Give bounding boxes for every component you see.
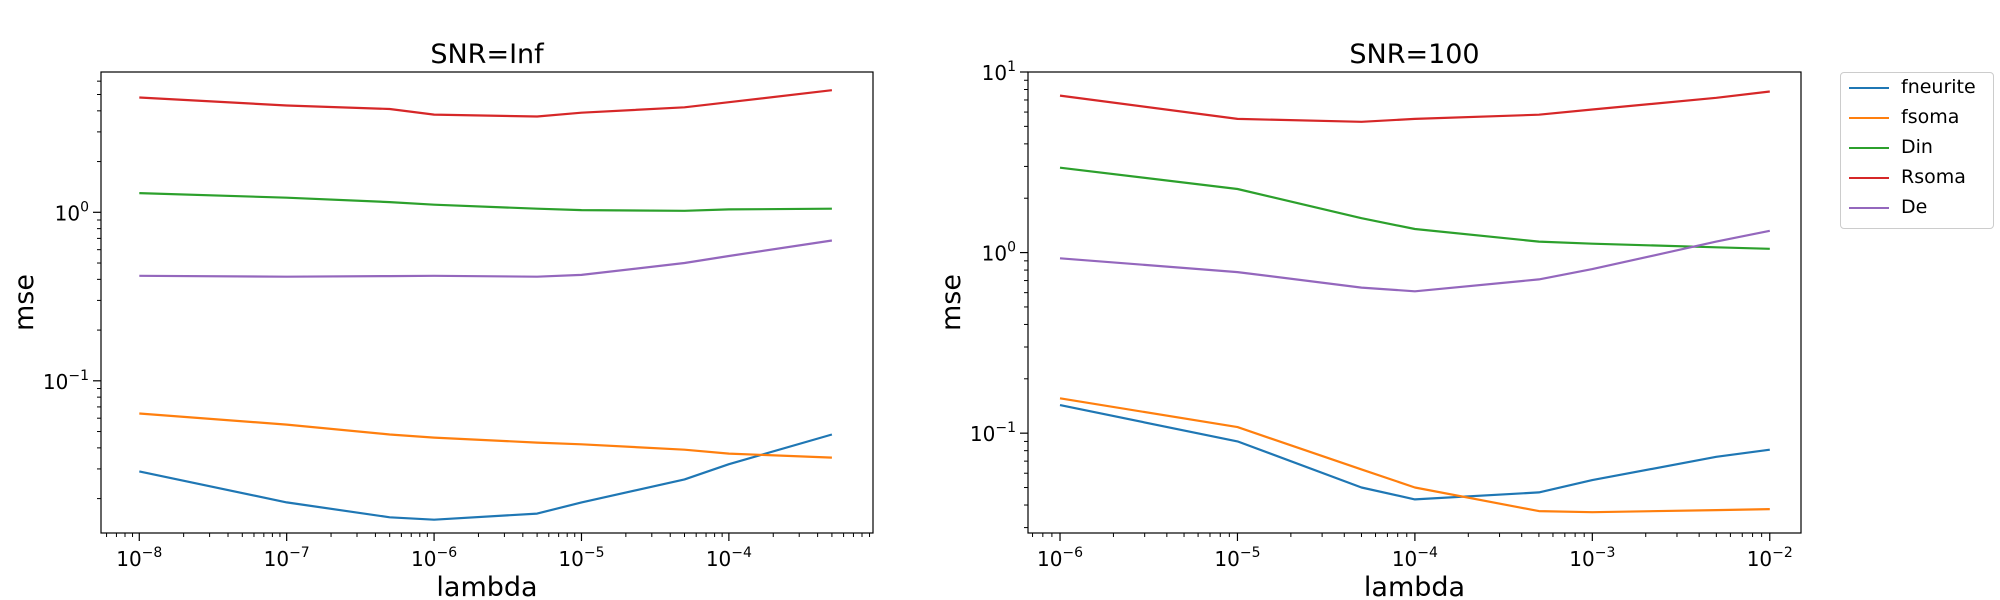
chart-title: SNR=100 xyxy=(1349,39,1479,70)
x-tick-label: 10−6 xyxy=(1037,545,1083,571)
legend-label-rsoma: Rsoma xyxy=(1901,166,1966,188)
y-tick-label: 100 xyxy=(982,240,1016,266)
x-tick-label: 10−3 xyxy=(1569,545,1615,571)
legend-item-de: De xyxy=(1841,193,1991,223)
series-line-din xyxy=(139,192,832,212)
x-tick-label: 10−4 xyxy=(706,545,752,571)
axes-frame xyxy=(1027,71,1802,534)
series-line-fneurite xyxy=(139,433,833,521)
axes-frame xyxy=(100,71,874,534)
series-line-rsoma xyxy=(139,89,833,118)
y-tick-label: 100 xyxy=(55,199,89,225)
panel-snr-100: 10−6 10−5 10−4 10−3 10−2 101 100 10−1 SNR=100 lam… xyxy=(936,39,1802,600)
x-tick-label: 10−4 xyxy=(1392,545,1438,571)
x-tick-label: 10−7 xyxy=(264,545,310,571)
x-tick-label: 10−5 xyxy=(558,545,604,571)
y-axis-label: mse xyxy=(936,274,967,331)
y-tick-label: 101 xyxy=(982,59,1016,85)
series-line-rsoma xyxy=(1059,90,1770,123)
legend-swatch-fsoma xyxy=(1849,117,1889,119)
legend-item-fsoma: fsoma xyxy=(1841,103,1991,133)
x-tick-label: 10−6 xyxy=(411,545,457,571)
legend-label-de: De xyxy=(1901,196,1928,218)
x-tick-label: 10−2 xyxy=(1747,545,1793,571)
series-line-fsoma xyxy=(1059,397,1770,514)
legend-swatch-de xyxy=(1849,207,1889,209)
legend: fneurite fsoma Din Rsoma De xyxy=(1840,72,1994,229)
legend-swatch-fneurite xyxy=(1849,87,1889,89)
legend-label-din: Din xyxy=(1901,136,1933,158)
y-tick-label: 10−1 xyxy=(43,368,89,394)
legend-swatch-din xyxy=(1849,147,1889,149)
series-line-de xyxy=(1059,229,1771,293)
legend-item-rsoma: Rsoma xyxy=(1841,163,1991,193)
y-axis-label: mse xyxy=(9,274,40,331)
legend-label-fsoma: fsoma xyxy=(1901,106,1960,128)
x-axis-label: lambda xyxy=(436,572,537,600)
chart-title: SNR=Inf xyxy=(430,39,545,70)
legend-item-din: Din xyxy=(1841,133,1991,163)
y-tick-label: 10−1 xyxy=(970,420,1016,446)
legend-swatch-rsoma xyxy=(1849,177,1889,179)
x-tick-label: 10−5 xyxy=(1214,545,1260,571)
panel-snr-inf: 10−8 10−7 10−6 10−5 10−4 100 10−1 SNR=Inf lambda… xyxy=(9,39,874,600)
series-line-fsoma xyxy=(139,412,832,459)
series-line-fneurite xyxy=(1059,404,1770,501)
series-line-din xyxy=(1059,166,1770,250)
legend-item-fneurite: fneurite xyxy=(1841,73,1991,103)
legend-label-fneurite: fneurite xyxy=(1901,76,1976,98)
x-tick-label: 10−8 xyxy=(116,545,162,571)
x-axis-label: lambda xyxy=(1364,572,1465,600)
series-line-de xyxy=(139,239,833,278)
